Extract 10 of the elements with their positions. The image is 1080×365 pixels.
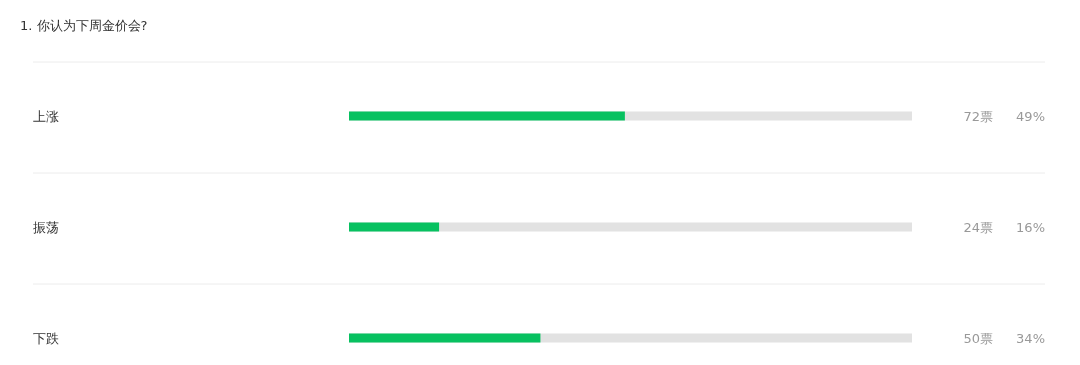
text: 50票: [963, 331, 993, 346]
data-label: 16%: [1016, 220, 1045, 235]
text: 24票: [963, 220, 993, 235]
y-tick-label: 上涨: [33, 109, 59, 124]
y-tick-label: 振荡: [33, 220, 59, 235]
data-label: 49%: [1016, 109, 1045, 124]
data-label: 34%: [1016, 331, 1045, 346]
text: 72票: [963, 109, 993, 124]
text: 1. 你认为下周金价会?: [20, 18, 148, 33]
y-tick-label: 下跌: [33, 331, 59, 346]
